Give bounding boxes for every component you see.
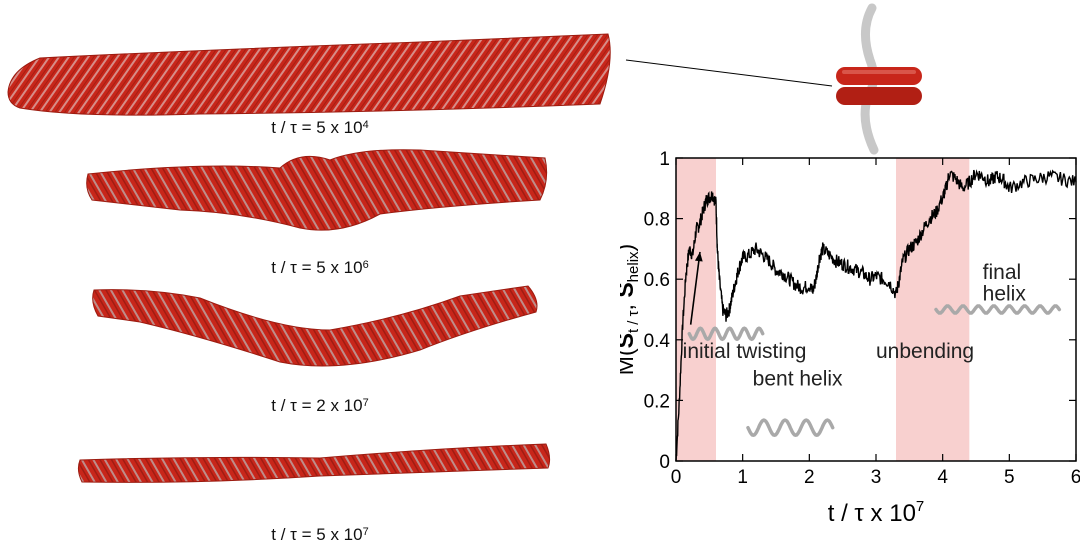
snapshot-ribbon-flat: [7, 33, 611, 116]
y-axis-label: M(St / τ, Shelix): [620, 244, 642, 375]
annotation-arrow-head: [694, 251, 703, 262]
y-tick-label-3: 0.6: [644, 270, 670, 291]
snapshot-label-3: t / τ = 2 x 107: [271, 396, 369, 415]
annotation-3: final: [983, 261, 1022, 284]
x-tick-label-1: 1: [737, 467, 748, 488]
helix-squiggle-icon-1: [746, 418, 835, 438]
y-tick-label-4: 0.8: [644, 210, 670, 231]
y-tick-label-0: 0: [659, 452, 670, 473]
series-line: [675, 169, 1077, 462]
x-tick-label-2: 2: [804, 467, 815, 488]
x-tick-label-3: 3: [871, 467, 882, 488]
y-tick-label-2: 0.4: [644, 331, 671, 352]
y-tick-label-5: 1: [659, 149, 670, 170]
plot-frame: [675, 157, 1077, 462]
annotation-1: bent helix: [753, 367, 843, 390]
snapshot-label-4: t / τ = 5 x 107: [271, 525, 369, 544]
annotation-4: helix: [983, 282, 1027, 305]
y-axis-label-part-4: S: [620, 282, 638, 297]
rod-schematic-icon: [836, 3, 922, 155]
snapshot-final-helix: [77, 443, 551, 483]
annotation-arrow: [689, 251, 701, 325]
x-axis-label-exponent: 7: [916, 498, 924, 515]
helix-squiggle-icon-2: [934, 304, 1062, 315]
y-axis-label-part-3: ,: [620, 298, 638, 311]
snapshot-bent-helix: [92, 285, 538, 367]
y-axis-label-part-2: t / τ: [625, 310, 642, 333]
y-axis-label-part-1: S: [620, 333, 638, 348]
x-tick-label-4: 4: [937, 467, 948, 488]
snapshot-label-1: t / τ = 5 x 104: [271, 118, 369, 137]
shaded-region-0: [676, 158, 716, 461]
annotation-0: initial twisting: [683, 340, 807, 363]
snapshot-ribbon-twisted: [86, 149, 548, 231]
annotation-2: unbending: [876, 340, 974, 363]
connector-line: [625, 59, 833, 87]
y-axis-label-part-0: M(: [620, 348, 638, 375]
x-tick-label-0: 0: [671, 467, 682, 488]
x-tick-label-5: 5: [1004, 467, 1015, 488]
y-tick-label-1: 0.2: [644, 391, 670, 412]
x-axis-label: t / τ x 107: [828, 498, 925, 527]
y-axis-label-part-6: ): [620, 244, 638, 252]
helix-squiggle-icon-0: [687, 326, 765, 342]
snapshot-label-2: t / τ = 5 x 106: [271, 258, 369, 277]
x-tick-label-6: 6: [1071, 467, 1080, 488]
y-axis-label-part-5: helix: [625, 251, 642, 282]
